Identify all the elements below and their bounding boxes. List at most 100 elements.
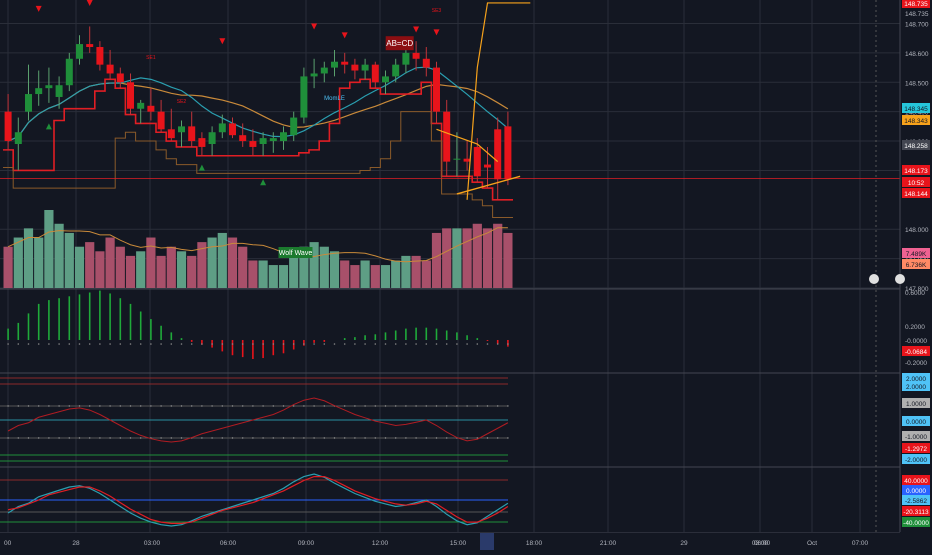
osc-dot [466, 437, 468, 439]
candle-body [157, 111, 165, 130]
candle-body [310, 73, 318, 77]
oscillator-line [7, 397, 509, 443]
time-axis-label: 06:00 [754, 540, 771, 547]
volume-bar [472, 223, 482, 288]
pane2-axis-label: -0.2000 [905, 360, 927, 367]
osc-dot [415, 405, 417, 407]
cci-line [7, 473, 509, 527]
volume-bar [74, 246, 85, 288]
histogram-dot [139, 343, 142, 345]
price-badge [902, 259, 930, 269]
volume-bar [23, 228, 34, 288]
settings-icon[interactable] [869, 274, 879, 284]
buy-signal-icon [260, 179, 267, 186]
osc-dot [354, 405, 356, 407]
histogram-dot [445, 343, 448, 345]
osc-dot [48, 437, 50, 439]
osc-dot [313, 405, 315, 407]
osc-dot [405, 405, 407, 407]
sell-signal-icon [35, 5, 42, 12]
osc-dot [129, 405, 132, 407]
osc-dot [89, 405, 91, 407]
volume-bar [309, 242, 319, 288]
volume-bar [146, 237, 156, 288]
price-axis-label: 148.735 [905, 11, 929, 18]
osc-dot [303, 405, 305, 407]
volume-bar [503, 232, 513, 288]
candle-body [116, 73, 124, 83]
pane2-axis-label: 0.2000 [905, 324, 925, 331]
osc-dot [262, 405, 264, 407]
volume-bar [391, 260, 401, 288]
histogram-dot [99, 343, 101, 345]
osc-dot [384, 437, 387, 439]
pane3-badge-text: 2.0000 [906, 376, 926, 383]
time-axis-label: 21:00 [600, 540, 617, 547]
volume-ma-line [7, 227, 508, 263]
timezone-icon[interactable] [895, 274, 905, 284]
volume-bar [289, 255, 299, 288]
volume-bar [431, 232, 442, 288]
time-axis-label: 09:00 [298, 540, 315, 547]
time-axis-label: 29 [680, 540, 688, 547]
time-axis-bg [0, 533, 932, 550]
candle-body [269, 138, 277, 142]
pane3-badge [902, 381, 930, 391]
histogram-dot [211, 343, 213, 345]
sell-signal-icon [341, 32, 348, 39]
histogram-dot [456, 343, 458, 345]
candle-body [239, 135, 247, 142]
osc-dot [456, 405, 458, 407]
osc-dot [150, 405, 152, 407]
osc-dot [201, 437, 203, 439]
osc-dot [68, 405, 71, 407]
osc-dot [374, 405, 376, 407]
osc-dot [68, 437, 71, 439]
candle-body [249, 141, 257, 147]
pane4-badge-text: 0.0000 [906, 488, 926, 495]
sell-signal-icon [311, 23, 318, 30]
candle-body [463, 158, 471, 162]
volume-bar [482, 228, 493, 288]
osc-dot [415, 437, 417, 439]
candle-body [280, 132, 287, 142]
histogram-dot [507, 343, 509, 345]
histogram-dot [78, 343, 81, 345]
volume-bar [340, 260, 350, 288]
wolf-wave-upper [436, 128, 499, 163]
osc-dot [323, 405, 325, 407]
osc-dot [344, 437, 346, 439]
price-badge-text: 148.343 [904, 118, 928, 125]
volume-bar [197, 242, 207, 288]
osc-dot [78, 405, 81, 407]
histogram-dot [180, 343, 183, 345]
volume-bar [64, 232, 74, 288]
candle-body [392, 64, 400, 77]
candle-body [65, 58, 73, 86]
volume-bar [462, 228, 472, 288]
pane3-badge-text: 0.0000 [906, 419, 926, 426]
sell-signal-icon [219, 38, 226, 45]
histogram-dot [384, 343, 387, 345]
histogram-dot [7, 343, 9, 345]
candle-body [361, 64, 369, 71]
osc-dot [323, 437, 325, 439]
osc-dot [435, 437, 438, 439]
osc-dot [109, 405, 111, 407]
price-axis-label: 148.600 [905, 51, 929, 58]
histogram-dot [252, 343, 254, 345]
volume-bar [176, 251, 187, 288]
osc-dot [221, 437, 223, 439]
candle-body [341, 61, 349, 65]
osc-dot [109, 437, 111, 439]
pane4-badge [902, 495, 930, 505]
candle-body [25, 94, 32, 112]
candle-body [86, 44, 94, 48]
histogram-dot [241, 343, 244, 345]
price-badge-text: 148.144 [904, 191, 928, 198]
histogram-dot [313, 343, 315, 345]
time-axis-label: 06:00 [220, 540, 237, 547]
price-badge-text: 7.489K [906, 251, 927, 258]
